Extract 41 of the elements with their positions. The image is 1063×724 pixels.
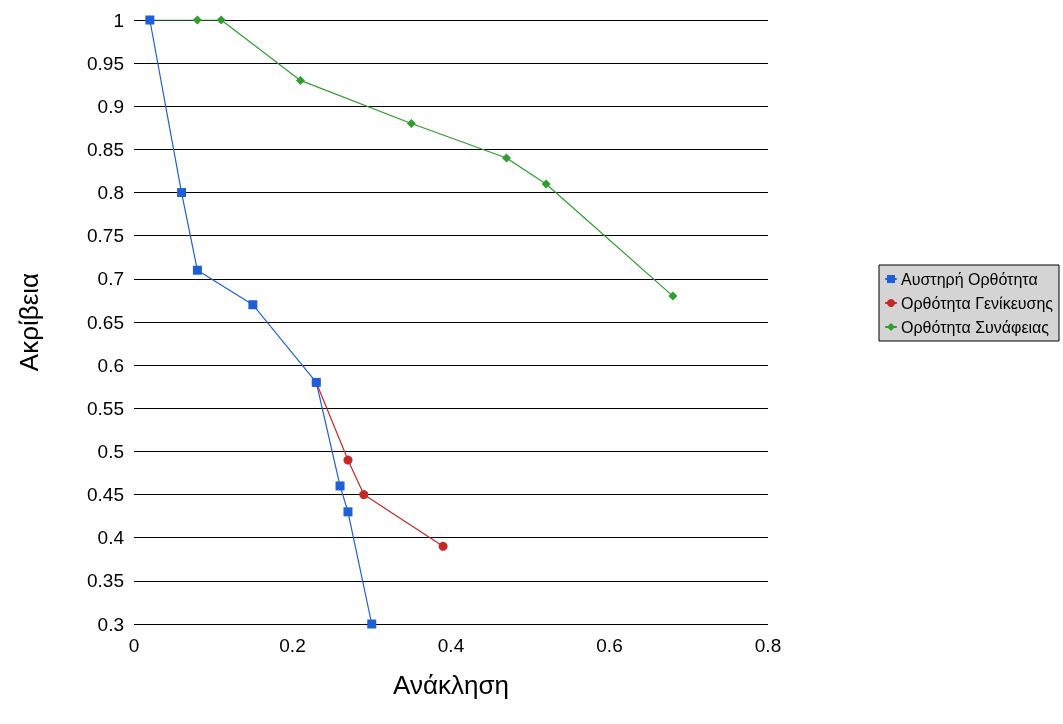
point <box>359 490 369 500</box>
point <box>192 265 202 275</box>
point <box>216 15 226 25</box>
point <box>335 481 345 491</box>
y-tick-label: 0.95 <box>87 52 124 74</box>
point <box>668 291 678 301</box>
y-tick-label: 0.35 <box>87 570 124 592</box>
legend-label: Ορθότητα Γενίκευσης <box>901 294 1054 312</box>
point <box>295 75 305 85</box>
y-tick-label: 0.5 <box>97 440 124 462</box>
point <box>541 179 551 189</box>
x-axis-title: Ανάκληση <box>393 670 509 700</box>
x-tick-label: 0 <box>128 635 140 656</box>
point <box>177 188 187 198</box>
point <box>343 455 353 465</box>
point <box>343 507 353 517</box>
y-tick-label: 0.4 <box>97 527 125 549</box>
y-tick-label: 0.6 <box>97 354 124 376</box>
legend-label: Αυστηρή Ορθότητα <box>901 270 1038 288</box>
y-tick-label: 0.8 <box>97 182 124 204</box>
y-tick-label: 0.45 <box>87 484 124 506</box>
y-tick-label: 0.3 <box>97 613 124 635</box>
y-tick-label: 0.75 <box>87 225 124 247</box>
y-axis-title: Ακρίβεια <box>14 272 44 372</box>
legend-label: Ορθότητα Συνάφειας <box>901 318 1050 336</box>
y-tick-label: 0.55 <box>87 397 124 419</box>
y-tick-label: 1 <box>113 9 124 31</box>
y-tick-label: 0.7 <box>97 268 124 290</box>
y-tick-label: 0.85 <box>87 138 124 160</box>
point <box>192 15 202 25</box>
y-tick-label: 0.9 <box>97 95 124 117</box>
point <box>406 119 416 129</box>
x-tick-label: 0.2 <box>279 635 306 656</box>
x-tick-label: 0.4 <box>437 635 465 656</box>
x-tick-label: 0.6 <box>596 635 623 656</box>
y-tick-label: 0.65 <box>87 311 124 333</box>
point <box>438 541 448 551</box>
point <box>501 153 511 163</box>
x-tick-label: 0.8 <box>754 635 782 656</box>
point <box>248 300 258 310</box>
point <box>367 619 377 629</box>
